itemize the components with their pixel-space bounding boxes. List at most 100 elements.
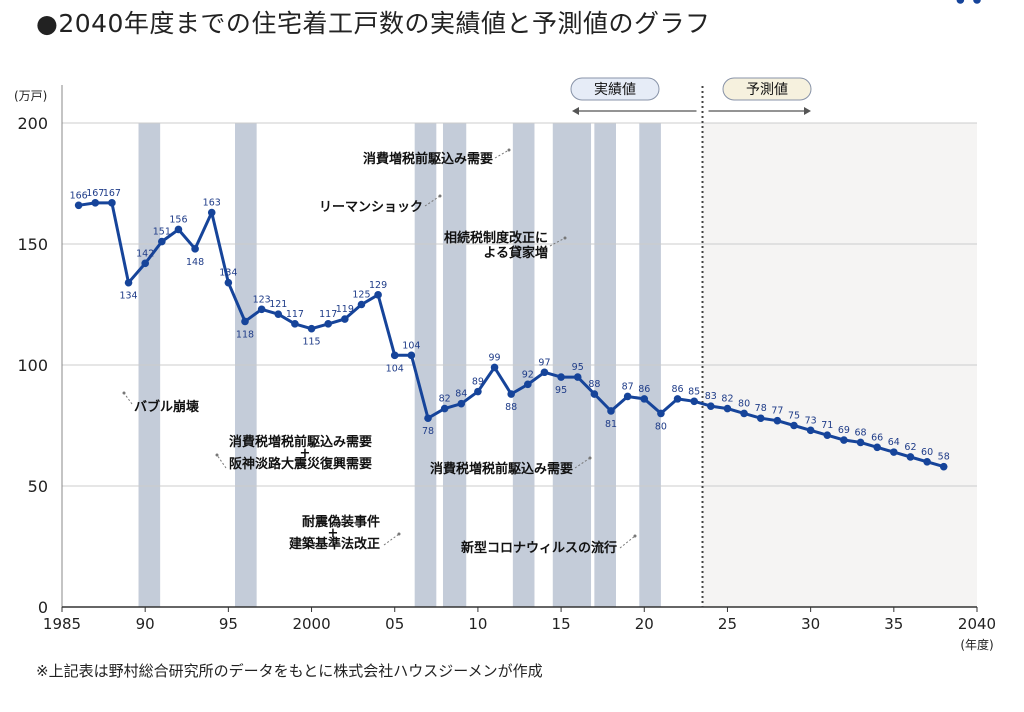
data-point [840, 436, 848, 444]
annotation-line: 消費税増税前駆込み需要 [430, 461, 573, 477]
y-tick-label: 200 [17, 114, 48, 133]
data-point [906, 453, 915, 461]
x-tick-label: 2000 [292, 615, 330, 633]
data-label: 167 [103, 188, 121, 199]
data-point [291, 320, 299, 328]
data-point [374, 291, 382, 299]
annotation-leader [424, 195, 441, 207]
data-label: 142 [136, 248, 154, 259]
annotation-leader [216, 454, 227, 469]
forecast-period-label: 予測値 [746, 82, 788, 98]
x-tick-label: 30 [801, 615, 820, 633]
data-point [357, 300, 366, 309]
annotation-line: + [300, 446, 311, 461]
data-label: 125 [352, 290, 370, 301]
data-label: 69 [838, 425, 850, 436]
annotation-line: 建築基準法改正 [289, 536, 380, 552]
data-label: 78 [422, 426, 434, 437]
data-point [490, 363, 499, 372]
data-point [939, 462, 948, 471]
data-point [507, 390, 515, 398]
data-label: 118 [236, 329, 254, 340]
data-point [274, 310, 283, 318]
x-tick-label: 95 [219, 615, 238, 633]
data-label: 64 [888, 437, 900, 448]
data-label: 82 [439, 394, 451, 405]
data-label: 73 [805, 415, 817, 426]
data-label: 134 [119, 291, 137, 302]
annotation-leader-dot [215, 453, 219, 457]
y-tick-label: 100 [17, 356, 48, 375]
annotation-lehman-shock: リーマンショック [319, 200, 423, 215]
data-point [973, 0, 981, 4]
data-label: 83 [705, 391, 717, 402]
y-tick-label: 0 [38, 598, 48, 617]
data-point [923, 458, 931, 466]
data-point [623, 392, 632, 401]
annotation-line: + [328, 526, 339, 541]
annotation-leader [574, 457, 591, 469]
data-point [307, 324, 316, 333]
data-label: 78 [755, 403, 767, 414]
data-label: 60 [921, 447, 933, 458]
data-label: 66 [871, 432, 883, 443]
data-label: 121 [269, 299, 287, 310]
annotation-line: 新型コロナウィルスの流行 [461, 540, 617, 556]
annotation-leader-dot [397, 532, 401, 536]
data-label: 92 [522, 369, 534, 380]
data-point [640, 395, 649, 403]
data-point [191, 245, 199, 253]
data-label: 81 [605, 419, 617, 430]
actual-pill [570, 77, 660, 101]
annotation-consumption-tax-1996: 消費税増税前駆込み需要+阪神淡路大震災復興需要 [229, 434, 372, 472]
annotation-leader [494, 149, 510, 159]
data-point [241, 317, 249, 326]
annotation-line: 耐震偽装事件 [302, 514, 380, 530]
data-label: 88 [588, 379, 600, 390]
annotation-line: 消費増税前駆込み需要 [363, 151, 493, 167]
annotation-line: 相続税制度改正に [444, 230, 548, 246]
data-point [873, 443, 881, 452]
data-label: 148 [186, 257, 204, 268]
annotation-leader-dot [122, 391, 126, 395]
forecast-arrow-head [804, 107, 811, 115]
data-point [141, 259, 149, 268]
data-label: 129 [369, 280, 387, 291]
annotation-leader-dot [563, 236, 567, 240]
data-point [74, 201, 83, 210]
annotation-consumption-tax-2013: 消費増税前駆込み需要 [363, 151, 493, 167]
data-label: 85 [688, 386, 700, 397]
y-tick-label: 50 [28, 477, 48, 496]
data-label: 86 [638, 384, 650, 395]
data-point [407, 351, 416, 360]
actual-period-label: 実績値 [594, 82, 636, 98]
data-point [108, 199, 116, 207]
annotation-leader [619, 535, 636, 549]
annotation-bubble-burst: バブル崩壊 [134, 399, 200, 415]
data-label: 75 [788, 411, 800, 422]
data-label: 82 [721, 394, 733, 405]
data-point [657, 409, 665, 418]
x-tick-label: 20 [635, 615, 654, 633]
data-label: 167 [86, 188, 104, 199]
annotation-covid: 新型コロナウィルスの流行 [461, 540, 617, 556]
data-point [823, 431, 832, 439]
data-label: 87 [622, 381, 634, 392]
annotation-leader-dot [438, 194, 442, 198]
data-label: 89 [472, 377, 484, 388]
data-label: 166 [70, 190, 88, 201]
data-label: 62 [904, 442, 916, 453]
annotation-earthquake-fraud: 耐震偽装事件+建築基準法改正 [289, 514, 380, 552]
chart-title: ●2040年度までの住宅着工戸数の実績値と予測値のグラフ [36, 9, 711, 38]
data-point [207, 208, 216, 217]
data-label: 104 [402, 340, 420, 351]
x-tick-label: 10 [468, 615, 487, 633]
data-point [573, 373, 582, 381]
data-point [424, 414, 432, 423]
data-label: 156 [169, 214, 187, 225]
x-tick-label: 90 [136, 615, 155, 633]
data-label: 123 [253, 294, 271, 305]
data-label: 58 [938, 452, 950, 463]
data-label: 115 [302, 337, 320, 348]
data-label: 99 [488, 352, 500, 363]
